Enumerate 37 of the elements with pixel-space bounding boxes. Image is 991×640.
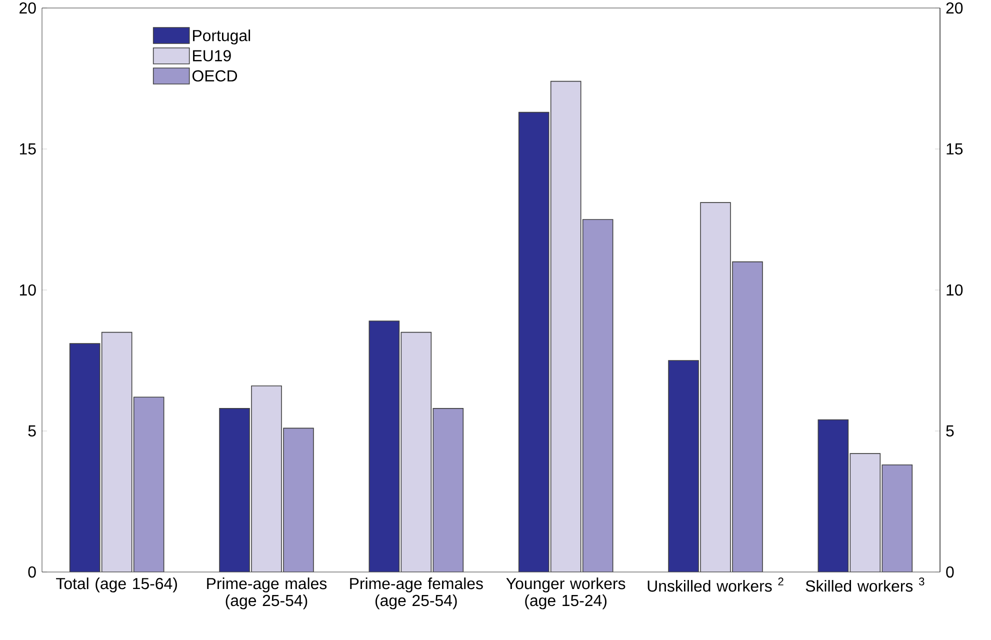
bar [882, 464, 913, 572]
bar [70, 344, 100, 572]
bar [700, 202, 731, 572]
bar [818, 419, 849, 572]
bar [668, 360, 699, 572]
x-tick-label: Total (age 15-64) [56, 578, 177, 592]
y-tick-label: 10 [20, 284, 36, 296]
bar [582, 219, 614, 572]
bar [518, 112, 550, 572]
y2-tick-label: 15 [946, 143, 963, 155]
bar [550, 80, 582, 572]
bar [251, 385, 282, 572]
x-tick-label: Prime-age females (age 25-54) [350, 578, 483, 610]
bar [283, 428, 314, 572]
bar [732, 261, 763, 572]
x-tick-label: Younger workers (age 15-24) [506, 578, 626, 610]
y2-tick-label: 0 [946, 566, 954, 578]
y-tick-label: 5 [28, 425, 36, 437]
bar [850, 453, 881, 572]
bar [368, 320, 400, 572]
y-tick-label: 15 [20, 143, 36, 155]
y2-tick-label: 20 [946, 2, 963, 14]
y2-tick-label: 10 [946, 284, 963, 296]
legend-label: EU19 [193, 50, 231, 62]
legend-label: Portugal [193, 30, 250, 44]
bar [219, 408, 250, 572]
y-tick-label: 20 [20, 2, 36, 14]
bar [134, 397, 164, 572]
x-tick-label: Skilled workers $^{3}$ [806, 578, 924, 592]
x-tick-label: Unskilled workers $^{2}$ [648, 578, 784, 592]
x-tick-label: Prime-age males (age 25-54) [207, 578, 327, 610]
bar [102, 332, 132, 572]
bar [432, 408, 464, 572]
y2-tick-label: 5 [946, 425, 954, 437]
legend-label: OECD [192, 70, 238, 82]
y-tick-label: 0 [28, 566, 36, 578]
bar [400, 332, 432, 572]
